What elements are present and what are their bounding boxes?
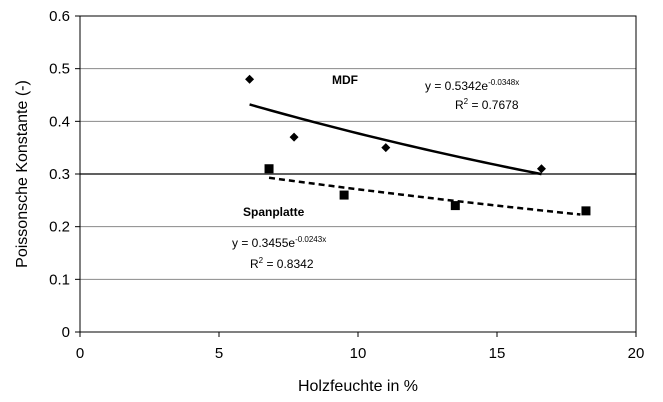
mdf-data-point <box>381 143 391 153</box>
data-points <box>245 74 591 216</box>
y-tick-labels: 0 0.1 0.2 0.3 0.4 0.5 0.6 <box>49 8 70 341</box>
x-tick-label: 10 <box>350 345 367 362</box>
spanplatte-trend-r2: R2 = 0.8342 <box>250 256 314 271</box>
y-tick-label: 0.4 <box>49 113 70 130</box>
spanplatte-trendline <box>268 176 581 216</box>
x-tick-labels: 0 5 10 15 20 <box>76 345 645 362</box>
mdf-trendline <box>249 103 542 176</box>
y-tick-label: 0.5 <box>49 61 70 78</box>
mdf-data-point <box>289 132 299 142</box>
x-tick-label: 0 <box>76 345 84 362</box>
x-tick-label: 15 <box>489 345 506 362</box>
y-tick-label: 0.6 <box>49 8 70 25</box>
plot-area-border <box>79 15 637 333</box>
mdf-trend-r2: R2 = 0.7678 <box>455 97 519 112</box>
trendlines <box>249 103 581 216</box>
x-tick-label: 20 <box>628 345 645 362</box>
series-label-mdf: MDF <box>332 73 358 87</box>
x-tick-label: 5 <box>215 345 223 362</box>
spanplatte-data-point <box>581 206 591 216</box>
spanplatte-data-point <box>264 164 274 174</box>
mdf-trend-equation: y = 0.5342e-0.0348x <box>425 78 519 93</box>
gridlines <box>80 15 636 280</box>
y-tick-label: 0.2 <box>49 219 70 236</box>
series-label-spanplatte: Spanplatte <box>243 205 305 219</box>
y-tick-label: 0.1 <box>49 271 70 288</box>
mdf-data-point <box>245 74 255 84</box>
plot-frame <box>75 15 637 337</box>
spanplatte-trend-equation: y = 0.3455e-0.0243x <box>232 235 326 250</box>
spanplatte-data-point <box>450 201 460 211</box>
y-axis-title: Poissonsche Konstante (-) <box>14 80 31 268</box>
mdf-data-point <box>536 164 546 174</box>
x-axis-title: Holzfeuchte in % <box>298 378 418 395</box>
spanplatte-data-point <box>339 190 349 200</box>
y-tick-label: 0.3 <box>49 166 70 183</box>
y-tick-label: 0 <box>62 324 70 341</box>
